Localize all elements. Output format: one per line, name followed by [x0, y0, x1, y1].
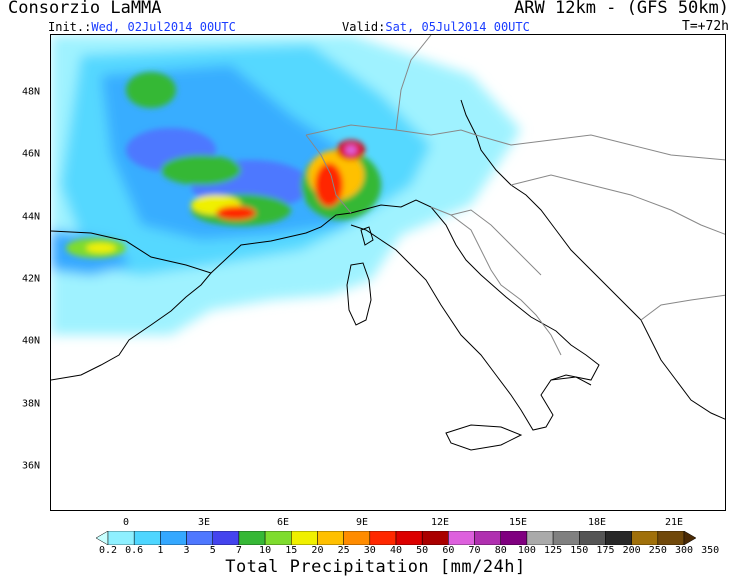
lon-label-3e: 3E [197, 517, 211, 528]
colorbar-level-label: 70 [468, 545, 481, 556]
lat-label-48n: 48N [22, 86, 41, 98]
colorbar-swatch [657, 531, 685, 545]
valid-time: Valid:Sat, 05Jul2014 00UTC [342, 20, 530, 34]
model-title: ARW 12km - (GFS 50km) [514, 0, 729, 18]
colorbar-level-label: 30 [363, 545, 376, 556]
colorbar-level-label: 0.2 [98, 545, 118, 556]
colorbar-level-label: 1 [157, 545, 164, 556]
colorbar-swatch [186, 531, 213, 545]
colorbar-level-label: 60 [442, 545, 455, 556]
lat-label-44n: 44N [22, 211, 41, 223]
colorbar-level-label: 80 [494, 545, 507, 556]
colorbar-level-label: 100 [517, 545, 536, 556]
colorbar-level-label: 0.6 [125, 545, 144, 556]
colorbar-level-label: 15 [285, 545, 298, 556]
lon-label-6e: 6E [276, 517, 290, 528]
colorbar-swatch [631, 531, 659, 545]
colorbar-level-label: 125 [544, 545, 563, 556]
lat-label-38n: 38N [22, 398, 41, 410]
colorbar [96, 531, 696, 545]
colorbar-level-label: 350 [701, 545, 720, 556]
colorbar-swatch [526, 531, 554, 545]
colorbar-swatch [448, 531, 475, 545]
colorbar-level-label: 3 [183, 545, 190, 556]
colorbar-level-label: 150 [570, 545, 589, 556]
colorbar-level-label: 250 [648, 545, 667, 556]
colorbar-swatch [500, 531, 528, 545]
colorbar-swatch [395, 531, 423, 545]
colorbar-swatch [579, 531, 606, 545]
colorbar-swatch [291, 531, 318, 545]
lon-label-15e: 15E [508, 517, 528, 528]
colorbar-swatch [605, 531, 632, 545]
colorbar-level-label: 10 [259, 545, 272, 556]
init-time: Init.:Wed, 02Jul2014 00UTC [48, 20, 236, 34]
colorbar-level-label: 200 [622, 545, 641, 556]
lat-label-42n: 42N [22, 273, 41, 285]
coastlines [51, 99, 725, 451]
precipitation-core [66, 72, 381, 258]
colorbar-min-arrow [96, 531, 109, 545]
valid-value: Sat, 05Jul2014 00UTC [385, 20, 530, 34]
lat-label-40n: 40N [22, 335, 41, 347]
organization-title: Consorzio LaMMA [8, 0, 162, 18]
colorbar-swatch [160, 531, 187, 545]
colorbar-swatch [474, 531, 501, 545]
colorbar-level-label: 175 [596, 545, 615, 556]
colorbar-swatch [238, 531, 266, 545]
lat-label-36n: 36N [22, 460, 41, 472]
colorbar-level-label: 25 [337, 545, 350, 556]
lat-label-46n: 46N [22, 148, 41, 160]
colorbar-level-label: 40 [389, 545, 403, 556]
lead-time: T=+72h [682, 19, 729, 34]
colorbar-swatch [421, 531, 449, 545]
colorbar-swatch [212, 531, 240, 545]
lon-label-9e: 9E [355, 517, 369, 528]
colorbar-level-label: 7 [235, 545, 242, 556]
colorbar-swatch [107, 531, 135, 545]
colorbar-level-label: 300 [674, 545, 694, 556]
lon-label-18e: 18E [587, 517, 607, 528]
init-label: Init.: [48, 20, 92, 34]
legend-title: Total Precipitation [mm/24h] [225, 557, 526, 577]
lon-label-21e: 21E [664, 517, 684, 528]
colorbar-swatch [369, 531, 397, 545]
colorbar-swatch [317, 531, 344, 545]
map-canvas [51, 35, 725, 451]
colorbar-swatch [133, 531, 161, 545]
init-value: Wed, 02Jul2014 00UTC [91, 20, 236, 34]
colorbar-swatch [343, 531, 371, 545]
colorbar-max-arrow [683, 531, 696, 545]
colorbar-level-label: 5 [209, 545, 216, 556]
colorbar-level-label: 20 [311, 545, 324, 556]
colorbar-swatch [552, 531, 580, 545]
lon-label-0: 0 [122, 517, 130, 528]
lon-label-12e: 12E [430, 517, 450, 528]
country-borders [305, 35, 725, 356]
precipitation-map [50, 34, 726, 511]
colorbar-level-label: 50 [416, 545, 429, 556]
valid-label: Valid: [342, 20, 386, 34]
colorbar-swatch [264, 531, 292, 545]
